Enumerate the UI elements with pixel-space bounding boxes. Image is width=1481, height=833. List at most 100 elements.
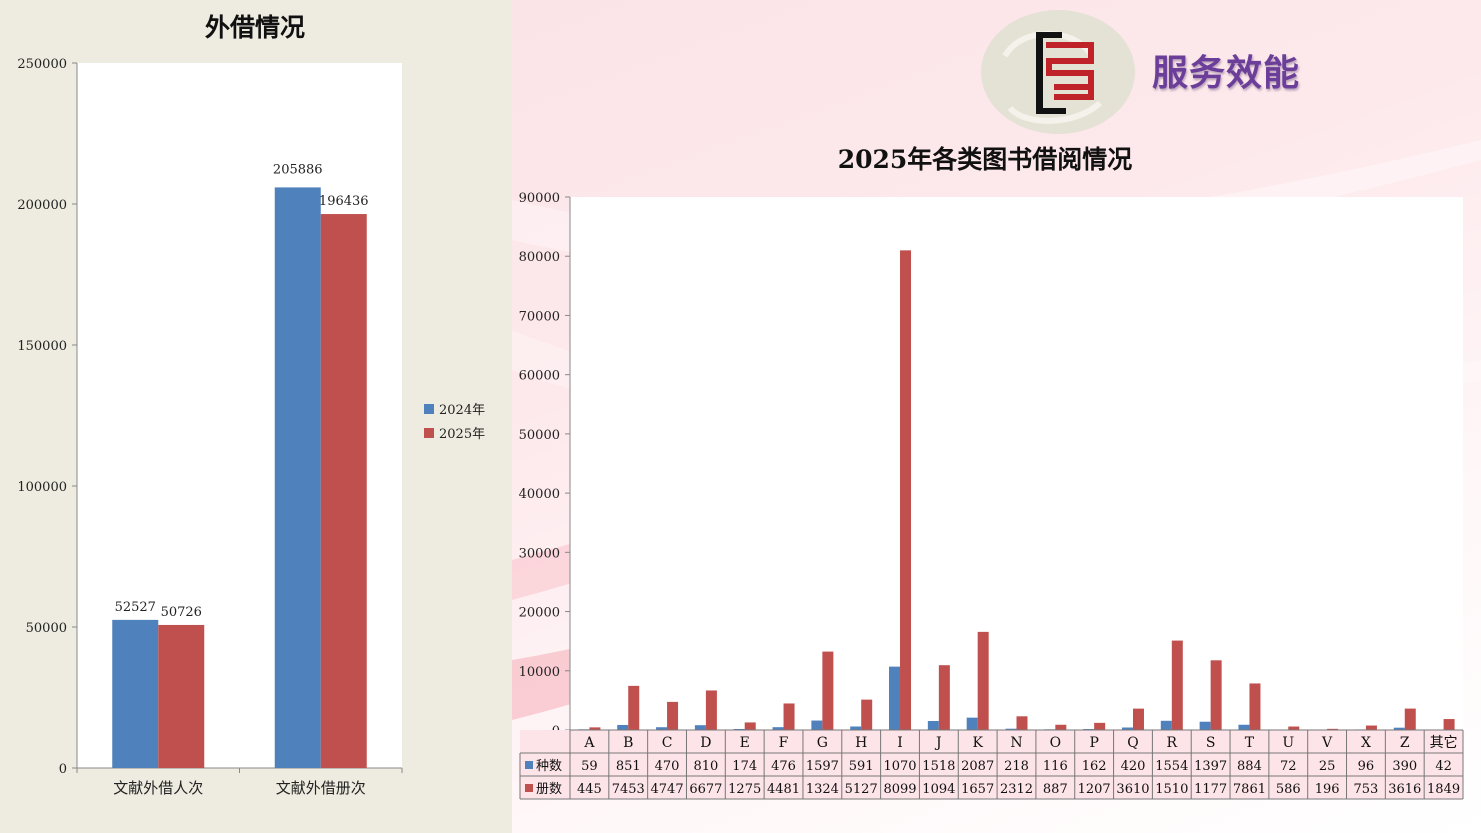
table-cell-种数: 96 <box>1358 759 1375 774</box>
right-bar-册数-其它 <box>1443 719 1455 730</box>
table-cell-册数: 1207 <box>1078 782 1111 797</box>
right-bar-种数-I <box>889 666 901 730</box>
right-bar-种数-J <box>927 721 939 730</box>
right-bar-册数-C <box>667 701 679 730</box>
right-bar-册数-D <box>705 690 717 730</box>
table-category-header: E <box>740 735 750 751</box>
table-category-header: B <box>623 735 633 751</box>
table-cell-册数: 1094 <box>922 782 955 797</box>
left-bar-2024年-文献外借册次 <box>274 187 321 768</box>
right-y-tick-label: 90000 <box>519 191 560 206</box>
right-bar-种数-G <box>811 720 823 730</box>
right-bar-册数-S <box>1210 660 1222 730</box>
table-cell-种数: 72 <box>1280 759 1297 774</box>
left-bars <box>112 187 367 768</box>
left-y-tick-label: 100000 <box>17 480 67 495</box>
brand-title: 服务效能 <box>1152 53 1301 94</box>
left-data-label: 196436 <box>319 194 369 209</box>
left-data-label: 205886 <box>273 162 323 177</box>
table-series-label: 册数 <box>536 782 562 797</box>
right-y-tick-label: 20000 <box>519 606 560 621</box>
right-bar-册数-O <box>1055 724 1067 730</box>
right-bar-册数-G <box>822 651 834 730</box>
table-cell-册数: 7861 <box>1233 782 1266 797</box>
right-bar-册数-U <box>1288 726 1300 730</box>
table-cell-种数: 420 <box>1121 759 1146 774</box>
left-legend-swatch <box>424 428 434 438</box>
table-cell-册数: 3610 <box>1116 782 1149 797</box>
table-cell-种数: 42 <box>1435 759 1452 774</box>
right-y-tick-label: 80000 <box>519 250 560 265</box>
table-cell-种数: 1397 <box>1194 759 1227 774</box>
right-data-table: A 59 445 B 851 7453 C 470 4747 D 810 6677 E 174 1275 F 4… <box>519 729 1464 800</box>
table-cell-种数: 59 <box>581 759 598 774</box>
right-bar-册数-J <box>938 665 950 730</box>
table-cell-册数: 1657 <box>961 782 994 797</box>
right-bar-种数-H <box>850 726 862 730</box>
right-bar-种数-F <box>772 727 784 730</box>
right-chart-title: 2025年各类图书借阅情况 <box>837 145 1133 174</box>
table-cell-种数: 1070 <box>883 759 916 774</box>
table-category-header: P <box>1089 735 1098 751</box>
table-category-header: D <box>700 735 711 751</box>
table-cell-种数: 116 <box>1043 759 1068 774</box>
table-cell-册数: 1324 <box>806 782 839 797</box>
right-bar-册数-V <box>1327 728 1339 730</box>
left-legend-label: 2024年 <box>439 403 485 418</box>
right-bar-册数-E <box>744 722 756 730</box>
right-bar-册数-F <box>783 703 795 730</box>
table-category-header: N <box>1010 735 1022 751</box>
left-y-tick-label: 0 <box>59 762 67 777</box>
right-plot-area <box>570 197 1463 730</box>
left-legend: 2024年 2025年 <box>424 403 485 442</box>
left-legend-swatch <box>424 404 434 414</box>
table-cell-种数: 2087 <box>961 759 994 774</box>
left-bar-2024年-文献外借人次 <box>112 619 159 768</box>
table-cell-册数: 7453 <box>612 782 645 797</box>
table-cell-册数: 4481 <box>767 782 800 797</box>
table-category-header: Q <box>1127 735 1138 751</box>
table-category-header: K <box>972 735 983 751</box>
right-y-tick-label: 10000 <box>519 665 560 680</box>
right-bar-册数-R <box>1171 640 1183 730</box>
left-bar-chart: 0 50000 100000 150000 200000 250000 文献外借人次 文献外借… <box>17 57 485 797</box>
left-y-tick-label: 250000 <box>17 57 67 72</box>
right-bar-册数-H <box>861 699 873 730</box>
table-category-header: T <box>1245 735 1255 751</box>
right-bar-册数-B <box>628 685 640 730</box>
table-category-header: J <box>934 735 942 751</box>
left-y-tick-label: 200000 <box>17 198 67 213</box>
right-y-tick-label: 30000 <box>519 546 560 561</box>
left-bar-2025年-文献外借人次 <box>158 624 205 768</box>
table-category-header: C <box>662 735 673 751</box>
right-bar-册数-P <box>1094 722 1106 730</box>
table-cell-册数: 887 <box>1043 782 1068 797</box>
table-cell-种数: 174 <box>732 759 757 774</box>
table-cell-册数: 6677 <box>689 782 722 797</box>
table-category-header: F <box>779 735 789 751</box>
table-category-header: G <box>817 735 828 751</box>
table-cell-种数: 476 <box>771 759 796 774</box>
left-legend-label: 2025年 <box>439 427 485 442</box>
right-bar-册数-X <box>1365 725 1377 730</box>
right-axes: 0100002000030000400005000060000700008000… <box>519 191 571 739</box>
table-legend-swatch <box>525 761 533 769</box>
right-bar-册数-A <box>589 727 601 730</box>
table-series-label: 种数 <box>536 759 562 774</box>
right-bar-种数-R <box>1160 720 1172 730</box>
left-x-tick-label: 文献外借人次 <box>113 779 203 797</box>
left-y-tick-label: 50000 <box>26 621 67 636</box>
table-category-header: A <box>583 735 595 751</box>
table-cell-种数: 390 <box>1392 759 1417 774</box>
table-cell-册数: 196 <box>1315 782 1340 797</box>
right-bar-种数-S <box>1199 721 1211 730</box>
table-cell-种数: 1554 <box>1155 759 1188 774</box>
right-bar-册数-K <box>977 631 989 730</box>
right-y-tick-label: 50000 <box>519 428 560 443</box>
table-cell-种数: 1518 <box>922 759 955 774</box>
left-data-label: 50726 <box>161 605 202 620</box>
right-bars <box>578 250 1455 731</box>
table-category-header: S <box>1206 735 1216 751</box>
table-cell-种数: 884 <box>1237 759 1262 774</box>
